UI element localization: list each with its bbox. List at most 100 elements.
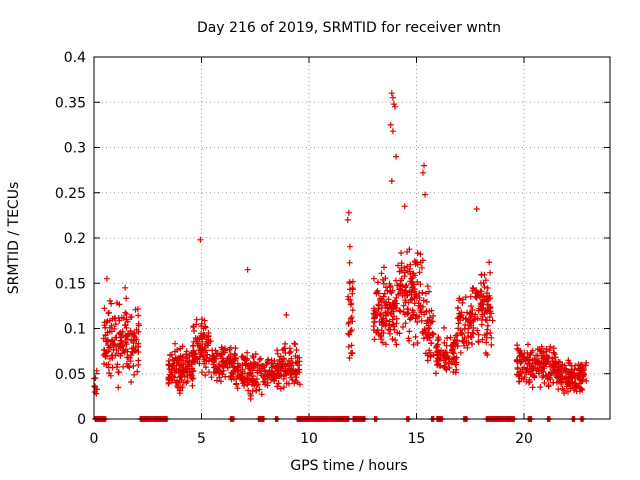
y-tick-label: 0.3 <box>64 141 86 157</box>
data-point <box>276 356 283 363</box>
data-point <box>187 371 194 378</box>
data-point <box>582 362 589 369</box>
data-point <box>346 355 353 361</box>
data-point <box>380 330 387 336</box>
data-point <box>457 327 464 334</box>
data-point <box>463 340 470 346</box>
data-point <box>396 268 403 275</box>
data-point <box>226 346 233 353</box>
data-point <box>375 302 382 309</box>
data-point <box>130 340 137 346</box>
data-point <box>189 382 196 389</box>
data-point <box>525 354 532 361</box>
data-point <box>249 388 256 395</box>
data-point <box>379 316 386 323</box>
data-point <box>484 290 490 297</box>
data-point <box>345 209 352 216</box>
data-point <box>290 371 297 378</box>
data-point <box>93 367 100 374</box>
data-point <box>253 387 260 394</box>
data-point <box>244 349 251 356</box>
data-point <box>565 374 572 381</box>
y-tick-label: 0.2 <box>64 231 86 247</box>
data-point <box>477 288 484 295</box>
data-point <box>247 395 254 402</box>
data-point <box>441 339 448 346</box>
x-tick-label: 10 <box>300 431 318 447</box>
data-point <box>133 336 140 343</box>
data-point <box>249 367 256 374</box>
data-point <box>201 317 208 324</box>
data-point <box>424 283 431 290</box>
data-point <box>389 304 396 311</box>
data-point <box>286 357 292 364</box>
data-point <box>214 377 220 384</box>
data-point <box>453 354 460 361</box>
data-points <box>91 90 590 422</box>
data-point <box>167 352 173 359</box>
data-point <box>392 103 398 110</box>
data-point <box>172 348 178 355</box>
data-point <box>295 366 302 373</box>
data-point <box>274 350 281 357</box>
data-point <box>471 313 478 320</box>
data-point <box>524 360 531 367</box>
data-point <box>558 379 565 386</box>
data-point <box>442 356 449 362</box>
data-point <box>345 293 352 300</box>
data-point <box>420 335 427 342</box>
data-point <box>108 300 115 307</box>
data-point <box>186 352 193 359</box>
data-point <box>346 280 353 286</box>
data-point <box>103 275 110 282</box>
data-point <box>576 388 583 395</box>
data-point <box>572 373 579 379</box>
data-point <box>115 315 122 321</box>
data-point <box>487 330 494 336</box>
data-point <box>418 264 425 271</box>
data-point <box>538 367 545 374</box>
data-point <box>545 383 552 390</box>
data-point <box>134 368 141 375</box>
data-point <box>227 351 234 358</box>
data-point <box>429 331 436 338</box>
data-point <box>385 296 392 303</box>
data-point <box>216 374 223 381</box>
data-point <box>179 361 186 368</box>
data-point <box>218 378 224 385</box>
data-point <box>176 362 183 368</box>
data-point <box>195 347 202 354</box>
data-point <box>393 153 400 160</box>
data-point <box>389 128 396 135</box>
data-point <box>388 289 395 296</box>
data-point <box>103 353 109 360</box>
data-point <box>458 309 465 316</box>
data-point <box>434 341 441 348</box>
data-point <box>529 384 536 391</box>
data-point <box>478 272 485 278</box>
data-point <box>271 358 278 364</box>
data-point <box>379 339 386 346</box>
data-point <box>112 321 119 328</box>
data-point <box>479 311 486 318</box>
data-point <box>116 301 123 308</box>
data-point <box>558 365 565 372</box>
data-point <box>418 317 425 324</box>
x-tick-label: 5 <box>197 431 206 447</box>
data-point <box>105 338 112 345</box>
data-point <box>425 288 432 295</box>
data-point <box>264 358 271 364</box>
data-point <box>391 313 397 320</box>
data-point <box>416 313 423 320</box>
data-point <box>348 327 355 334</box>
data-point <box>445 360 452 367</box>
data-point <box>482 350 489 356</box>
data-point <box>513 371 520 378</box>
data-point <box>233 376 240 383</box>
plot-frame <box>93 56 611 420</box>
data-point <box>453 359 460 366</box>
data-point <box>107 342 114 349</box>
data-point <box>260 378 267 385</box>
data-point <box>441 364 447 371</box>
data-point <box>101 305 108 312</box>
